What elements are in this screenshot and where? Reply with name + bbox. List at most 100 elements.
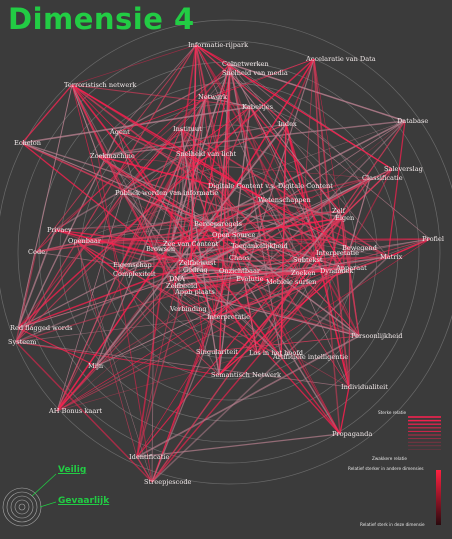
node-label-individualiteit[interactable]: Individualiteit: [341, 383, 388, 391]
edge: [95, 217, 344, 367]
edge: [95, 281, 275, 367]
node-label-eigen[interactable]: Eigen: [335, 214, 355, 222]
edge: [186, 120, 406, 264]
edge: [15, 192, 124, 343]
edge: [229, 63, 282, 358]
node-label-onzichtbaar[interactable]: Onzichtbaar: [219, 267, 261, 275]
node-label-beroepsregels[interactable]: Beroepsregels: [194, 220, 243, 228]
edge: [170, 177, 371, 245]
node-label-index[interactable]: Index: [278, 120, 297, 128]
node-label-digitale-content[interactable]: Digitale Content v.s. Digitale Content: [208, 182, 333, 190]
node-label-streepjescode[interactable]: Streepjescode: [144, 478, 192, 486]
node-label-systeem[interactable]: Systeem: [8, 338, 37, 346]
edge: [75, 240, 122, 275]
node-label-netwerk[interactable]: Netwerk: [198, 93, 228, 101]
node-label-evolutie[interactable]: Evolutie: [236, 275, 264, 283]
veilig-link[interactable]: Veilig: [58, 465, 87, 475]
node-label-privacy[interactable]: Privacy: [47, 226, 72, 234]
edge: [97, 155, 371, 179]
node-label-kunstmatige[interactable]: Artificiële intelligentie: [273, 353, 349, 361]
node-label-toegankelijkheid[interactable]: Toegankelijkheid: [231, 242, 288, 250]
node-label-classificatie[interactable]: Classificatie: [362, 174, 403, 182]
node-label-database[interactable]: Database: [397, 117, 429, 125]
edge: [243, 278, 341, 435]
node-label-zoekmachine[interactable]: Zoekmachine: [90, 152, 135, 160]
edge: [21, 84, 73, 144]
node-label-bewegend[interactable]: Bewegend: [342, 244, 377, 252]
node-label-appb-plaats[interactable]: Appb plaats: [175, 288, 215, 296]
node-label-complexiteit[interactable]: Complexiteit: [113, 270, 156, 278]
edge: [15, 341, 153, 483]
node-label-instituut[interactable]: Instituut: [173, 125, 202, 133]
node-label-propaganda[interactable]: Propaganda: [332, 430, 373, 438]
node-label-los-in-hoofd[interactable]: Los in het hoofd: [249, 349, 304, 357]
node-label-identificatie[interactable]: Identificatie: [129, 453, 170, 461]
node-label-mobiele-surfen[interactable]: Mobiele surfen: [266, 278, 317, 286]
edge: [56, 352, 258, 412]
node-label-informatie-rijpark[interactable]: Informatie-rijpark: [188, 41, 249, 49]
edge: [17, 278, 178, 329]
edge: [15, 44, 197, 343]
node-label-gedrag[interactable]: Gedrag: [183, 266, 208, 274]
edge: [136, 351, 205, 458]
node-label-mijn[interactable]: Mijn: [88, 362, 104, 370]
node-label-zelfbeeld[interactable]: Zelfbeeld: [166, 282, 198, 290]
node-label-apparaat[interactable]: Apparaat: [336, 264, 367, 272]
node-label-saleverslag[interactable]: Saleverslag: [384, 165, 423, 173]
node-label-echelon[interactable]: Echelon: [14, 139, 41, 147]
node-label-openbaar[interactable]: Openbaar: [68, 237, 102, 245]
edge: [243, 58, 315, 280]
node-label-red-flagged[interactable]: Red flagged words: [10, 324, 73, 332]
node-label-dynamiek[interactable]: Dynamiek: [320, 267, 354, 275]
edge: [256, 270, 329, 354]
edge: [249, 106, 345, 269]
node-label-interpretatie-2[interactable]: Interpretatie: [207, 313, 251, 321]
node-label-dna[interactable]: DNA: [169, 275, 185, 283]
node-label-interpretatie[interactable]: Interpretatie: [316, 249, 360, 257]
edge: [323, 252, 341, 435]
node-label-agent[interactable]: Agent: [110, 128, 130, 136]
node-label-terroristisch[interactable]: Terroristisch netwerk: [64, 81, 137, 89]
edge: [56, 128, 182, 412]
gevaarlijk-link[interactable]: Gevaarlijk: [58, 496, 110, 506]
edge: [182, 267, 345, 293]
node-label-persoonlijkheid[interactable]: Persoonlijkheid: [351, 332, 403, 340]
edge: [229, 72, 344, 219]
node-label-matrix[interactable]: Matrix: [380, 253, 403, 261]
node-label-snelheid-media[interactable]: Snelheid van media: [222, 69, 288, 77]
edge: [170, 153, 185, 245]
edge: [17, 199, 267, 329]
node-label-semantisch[interactable]: Semantisch Netwerk: [211, 371, 282, 379]
node-label-subtekst[interactable]: Subtekst: [293, 256, 323, 264]
edge: [229, 72, 431, 240]
mini-rings-icon: [2, 473, 57, 527]
edge: [15, 341, 220, 376]
node-label-wetenschappen[interactable]: Wetenschappen: [258, 196, 311, 204]
node-label-accelaratie[interactable]: Accelaratie van Data: [306, 55, 376, 63]
edge: [97, 155, 238, 259]
node-label-kabeltjes[interactable]: Kabeltjes: [242, 103, 274, 111]
node-label-chaos[interactable]: Chaos: [229, 254, 250, 262]
node-label-publiek-worden[interactable]: Publiek worden van informatie: [115, 189, 219, 197]
node-label-snelheid-licht[interactable]: Snelheid van licht: [176, 150, 237, 158]
node-label-code[interactable]: Code: [28, 248, 46, 256]
node-label-zee-van-content[interactable]: Zee van Content: [163, 240, 219, 248]
node-label-open-source[interactable]: Open Source: [212, 231, 256, 239]
edge: [339, 386, 350, 435]
edge: [117, 131, 155, 250]
node-label-browsen[interactable]: Browsen: [146, 245, 176, 253]
edge: [195, 44, 240, 247]
node-label-singulariteit[interactable]: Singulariteit: [196, 348, 238, 356]
node-label-profiel[interactable]: Profiel: [422, 235, 444, 243]
node-label-zoeken[interactable]: Zoeken: [291, 269, 316, 277]
node-label-ah-bonus[interactable]: AH Bonus kaart: [49, 407, 103, 415]
node-label-verbinding[interactable]: Verbinding: [170, 305, 207, 313]
node-label-zelf[interactable]: Zelf: [332, 207, 346, 215]
edge: [122, 128, 182, 194]
edge: [387, 120, 406, 258]
node-label-eigenschap[interactable]: Eigenschap: [113, 261, 152, 269]
node-label-zelfbewust[interactable]: Zelfbewust: [179, 259, 217, 267]
edge: [136, 456, 153, 483]
edge: [122, 192, 184, 293]
node-label-celnetwerken[interactable]: Celnetwerken: [222, 60, 269, 68]
